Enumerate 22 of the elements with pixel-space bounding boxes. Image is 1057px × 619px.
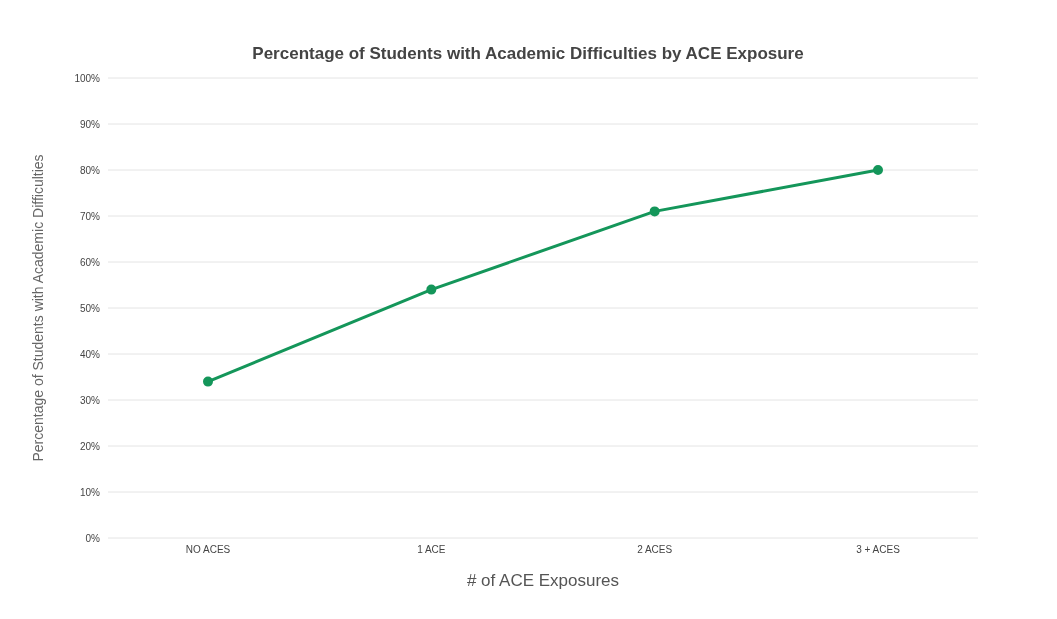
point xyxy=(426,284,437,295)
x-tick-label: 2 ACES xyxy=(637,544,673,556)
y-tick-label: 0% xyxy=(85,532,101,544)
x-tick-label: 3 + ACES xyxy=(856,544,901,556)
x-tick-label: NO ACES xyxy=(185,544,231,556)
x-axis-title: # of ACE Exposures xyxy=(466,571,620,590)
chart-title: Percentage of Students with Academic Difficulties by ACE Exposure xyxy=(251,43,805,65)
y-tick-label: 10% xyxy=(79,486,101,498)
x-tick-label: 1 ACE xyxy=(417,544,446,556)
y-tick-label: 90% xyxy=(79,118,101,130)
y-tick-label: 20% xyxy=(79,440,101,452)
y-tick-label: 70% xyxy=(79,210,101,222)
y-tick-label: 50% xyxy=(79,302,101,314)
y-tick-label: 40% xyxy=(79,348,101,360)
y-tick-label: 60% xyxy=(79,256,101,268)
y-tick-label: 30% xyxy=(79,394,101,406)
y-tick-label: 100% xyxy=(74,72,101,84)
y-axis-title: Percentage of Students with Academic Difficulties xyxy=(29,154,46,462)
point xyxy=(649,206,660,217)
point xyxy=(203,376,213,387)
y-tick-label: 80% xyxy=(79,164,101,176)
point xyxy=(873,165,883,175)
